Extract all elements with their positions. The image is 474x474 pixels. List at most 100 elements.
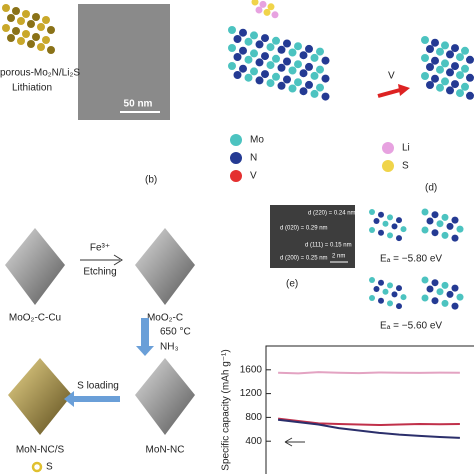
atom [316,83,324,92]
atom [421,226,429,234]
atom [17,37,25,45]
atom [310,89,319,98]
atom [294,42,302,51]
atom [266,61,275,70]
node-label: MoO₂-C-Cu [9,313,61,324]
atom [373,218,380,224]
atom [441,41,449,50]
atom [400,226,407,233]
atom [391,223,398,230]
atom [369,209,375,215]
atom [369,277,375,283]
tem-image [78,4,170,120]
panel-label: (d) [425,183,437,194]
arrow [377,88,401,98]
atom [426,45,434,53]
atom [12,27,20,35]
atom [233,35,242,43]
arrow-head [136,346,154,356]
atom [378,297,384,304]
step-label: Fe³⁺ [90,243,110,254]
lattice-label: d (220) = 0.24 nm [308,211,356,217]
atom [239,46,247,55]
atom [283,39,291,48]
atom [261,34,269,43]
atom [421,36,429,44]
atom [305,62,313,71]
atom [431,211,439,219]
atom [255,58,264,67]
atom [431,279,439,287]
atom [369,227,375,233]
atom [277,63,286,72]
atom [446,222,454,230]
atom [250,67,258,76]
scale-label: 50 nm [124,99,153,110]
atom [316,65,324,74]
atom [426,63,434,71]
atom [321,92,330,101]
atom [42,16,50,24]
atom [22,30,30,38]
atom [277,81,286,90]
atom [299,51,308,60]
atom [451,284,459,292]
atom [391,291,398,298]
atom [456,225,464,233]
atom [27,20,35,28]
atom [288,48,297,57]
atom [446,68,454,77]
atom [378,211,384,218]
y-tick-label: 1200 [240,388,263,399]
atom [387,282,393,289]
y-tick-label: 400 [245,436,262,447]
atom [426,81,434,89]
atom [251,0,259,6]
y-tick-label: 800 [245,412,262,423]
atom [436,83,444,92]
atom [266,79,275,88]
step-label: Etching [83,267,116,278]
atom [271,11,279,19]
scale-label: 2 nm [332,254,345,260]
atom [294,78,302,87]
node-label: MoN-NC [146,445,185,456]
atom [456,293,464,301]
atom [47,26,55,34]
atom [446,50,454,59]
atom [233,53,242,61]
atom [7,34,15,42]
legend-swatch [230,170,242,182]
atom [396,285,402,292]
atom [378,229,384,236]
atom [421,208,429,216]
atom [373,286,380,292]
octahedron [135,358,195,435]
arrow-label: V [388,71,395,82]
panel-label: (e) [286,279,298,290]
atom [461,46,469,55]
atom [441,281,449,289]
step-label: 650 °C [160,327,191,338]
caption: Lithiation [12,83,52,94]
atom [263,8,271,16]
atom [421,54,429,62]
atom [441,213,449,221]
lattice-label: d (200) = 0.25 nm [280,256,328,262]
legend-swatch [230,134,242,146]
y-tick-label: 1600 [240,364,263,375]
atom [456,53,464,62]
atom [461,64,469,73]
atom [396,235,402,242]
atom [369,295,375,301]
atom [466,73,474,82]
atom [396,217,402,224]
atom [382,288,389,295]
series-line [277,417,460,427]
atom [259,0,267,8]
atom [250,31,258,40]
octahedron [8,358,72,435]
atom [228,26,236,34]
arrow-head [398,84,410,96]
arrow-head [64,391,74,407]
